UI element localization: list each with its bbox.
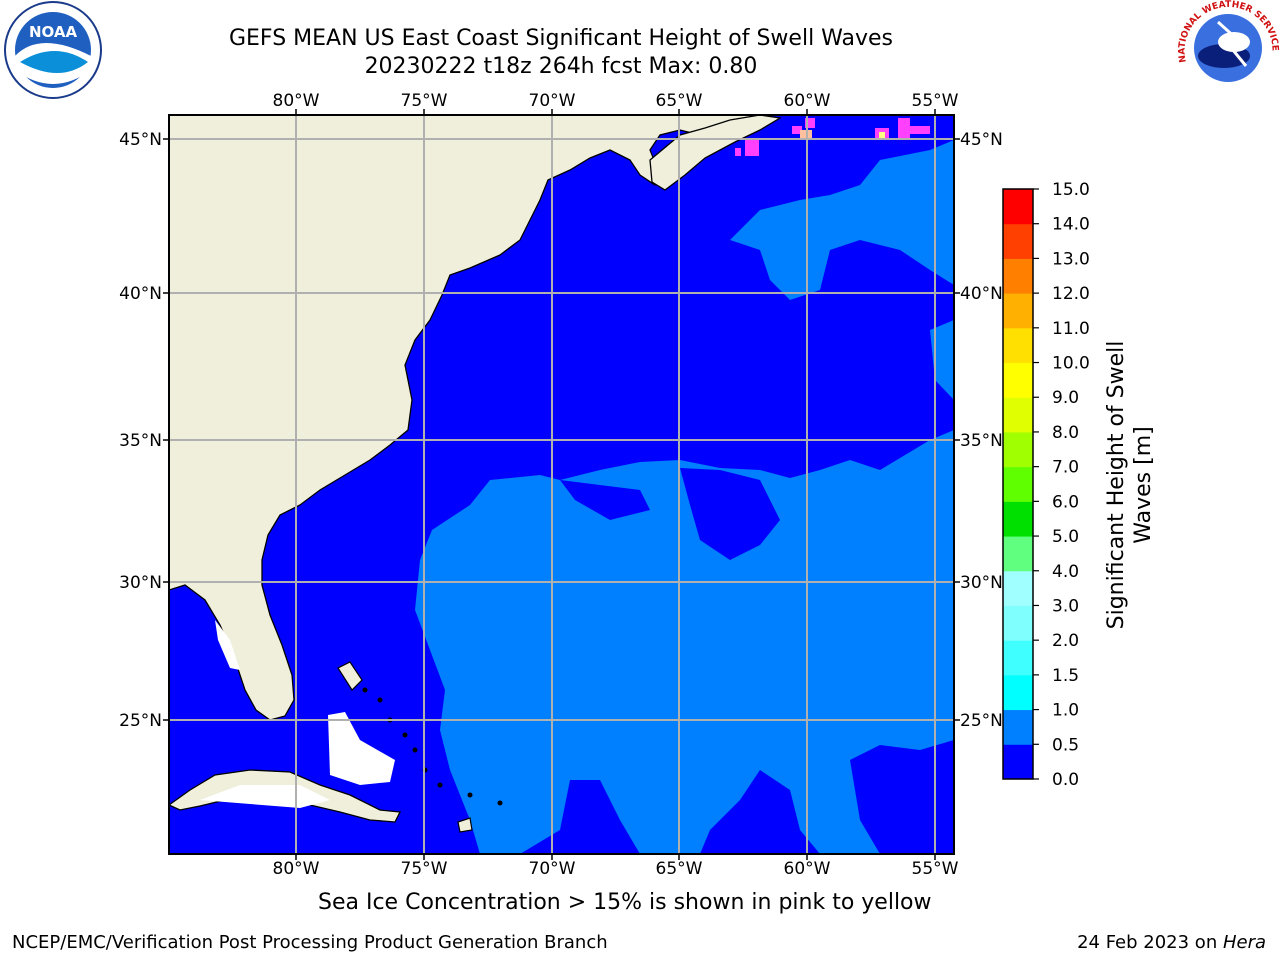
lon-label-bottom-80w: 80°W: [273, 859, 320, 879]
footer-branch: NCEP/EMC/Verification Post Processing Pr…: [12, 932, 608, 953]
chart-title: GEFS MEAN US East Coast Significant Heig…: [228, 26, 894, 51]
lon-label-bottom-75w: 75°W: [401, 859, 448, 879]
lat-label-right-45n: 45°N: [960, 130, 1003, 150]
colorbar-label-16: 14.0: [1052, 215, 1090, 235]
low-swell-pocket-1: [680, 468, 780, 560]
colorbar-swatch-1: [1003, 709, 1033, 745]
graticule: [169, 115, 954, 854]
footer-date-text: 24 Feb 2023 on: [1077, 932, 1223, 953]
colorbar-label-1: 0.5: [1052, 735, 1079, 755]
map-frame: [168, 114, 955, 855]
colorbar-title-line1: Significant Height of Swell: [1104, 341, 1129, 630]
colorbar-label-2: 1.0: [1052, 701, 1079, 721]
lon-label-top-60w: 60°W: [784, 91, 831, 111]
lat-label-left-45n: 45°N: [119, 130, 162, 150]
colorbar-swatch-7: [1003, 501, 1033, 537]
lat-label-left-30n: 30°N: [119, 573, 162, 593]
map-area: [169, 115, 954, 854]
noaa-logo: NOAA: [4, 1, 102, 99]
lon-label-bottom-70w: 70°W: [529, 859, 576, 879]
swell-patch-northeast: [730, 140, 954, 300]
colorbar-swatch-6: [1003, 536, 1033, 572]
colorbar-swatch-15: [1003, 223, 1033, 259]
low-swell-pocket-3: [850, 740, 954, 854]
colorbar-swatch-5: [1003, 570, 1033, 606]
lat-label-right-40n: 40°N: [960, 284, 1003, 304]
footer-machine: Hera: [1222, 932, 1266, 953]
colorbar-label-7: 5.0: [1052, 527, 1079, 547]
lon-label-top-55w: 55°W: [912, 91, 959, 111]
colorbar-swatch-4: [1003, 605, 1033, 641]
colorbar-label-15: 13.0: [1052, 249, 1090, 269]
colorbar-swatch-16: [1003, 189, 1033, 225]
lat-label-left-25n: 25°N: [119, 711, 162, 731]
colorbar-swatch-14: [1003, 258, 1033, 294]
colorbar-swatch-0: [1003, 744, 1033, 780]
colorbar-swatch-11: [1003, 362, 1033, 398]
lon-label-top-75w: 75°W: [401, 91, 448, 111]
footer-date: 24 Feb 2023 on Hera: [1077, 932, 1266, 953]
colorbar-label-13: 11.0: [1052, 319, 1090, 339]
tick-marks: [163, 109, 960, 860]
lon-label-top-65w: 65°W: [656, 91, 703, 111]
colorbar-label-5: 3.0: [1052, 596, 1079, 616]
colorbar-title-line2: Waves [m]: [1131, 426, 1156, 543]
colorbar-swatch-12: [1003, 327, 1033, 364]
chart-subtitle: 20230222 t18z 264h fcst Max: 0.80: [364, 54, 758, 79]
colorbar-swatch-2: [1003, 674, 1033, 711]
undefined-area-bahamas: [328, 712, 395, 785]
lon-label-bottom-65w: 65°W: [656, 859, 703, 879]
colorbar-label-17: 15.0: [1052, 180, 1090, 200]
lat-label-left-40n: 40°N: [119, 284, 162, 304]
colorbar-label-12: 10.0: [1052, 354, 1090, 374]
colorbar-label-8: 6.0: [1052, 492, 1079, 512]
sea-ice-note: Sea Ice Concentration > 15% is shown in …: [318, 890, 932, 915]
lon-label-bottom-55w: 55°W: [912, 859, 959, 879]
low-swell-pocket-4: [565, 785, 615, 840]
colorbar-label-3: 1.5: [1052, 666, 1079, 686]
lon-label-top-70w: 70°W: [529, 91, 576, 111]
noaa-logo-text: NOAA: [29, 23, 78, 41]
colorbar-label-4: 2.0: [1052, 631, 1079, 651]
land-bahamas-2: [337, 661, 363, 691]
national-weather-service-logo: NATIONAL WEATHER SERVICE: [1178, 0, 1280, 96]
land-bahamas-3: [457, 817, 473, 833]
colorbar-label-9: 7.0: [1052, 458, 1079, 478]
colorbar-frame: [1002, 188, 1034, 780]
lat-label-right-35n: 35°N: [960, 431, 1003, 451]
colorbar-label-6: 4.0: [1052, 562, 1079, 582]
colorbar-label-10: 8.0: [1052, 423, 1079, 443]
lat-label-right-25n: 25°N: [960, 711, 1003, 731]
colorbar-label-14: 12.0: [1052, 284, 1090, 304]
sea-ice-patches: [735, 118, 930, 156]
lat-label-left-35n: 35°N: [119, 431, 162, 451]
colorbar-swatch-13: [1003, 293, 1033, 329]
low-swell-pocket-2: [560, 480, 650, 520]
lon-label-top-80w: 80°W: [273, 91, 320, 111]
colorbar-swatch-10: [1003, 397, 1033, 433]
colorbar-swatch-9: [1003, 431, 1033, 468]
undefined-area-florida-bay: [215, 620, 240, 670]
colorbar: 0.0 0.5 1.0 1.5 2.0 3.0 4.0 5.0 6.0 7.0 8.0 9.0 10.0…: [1002, 180, 1090, 790]
undefined-area-cuba: [200, 785, 330, 808]
colorbar-swatch-8: [1003, 466, 1033, 502]
lat-label-right-30n: 30°N: [960, 573, 1003, 593]
lon-label-bottom-60w: 60°W: [784, 859, 831, 879]
land-nova-scotia: [649, 115, 782, 191]
swell-region-0-5-1-0: [415, 430, 954, 854]
colorbar-label-0: 0.0: [1052, 770, 1079, 790]
colorbar-label-11: 9.0: [1052, 388, 1079, 408]
colorbar-swatch-3: [1003, 640, 1033, 676]
